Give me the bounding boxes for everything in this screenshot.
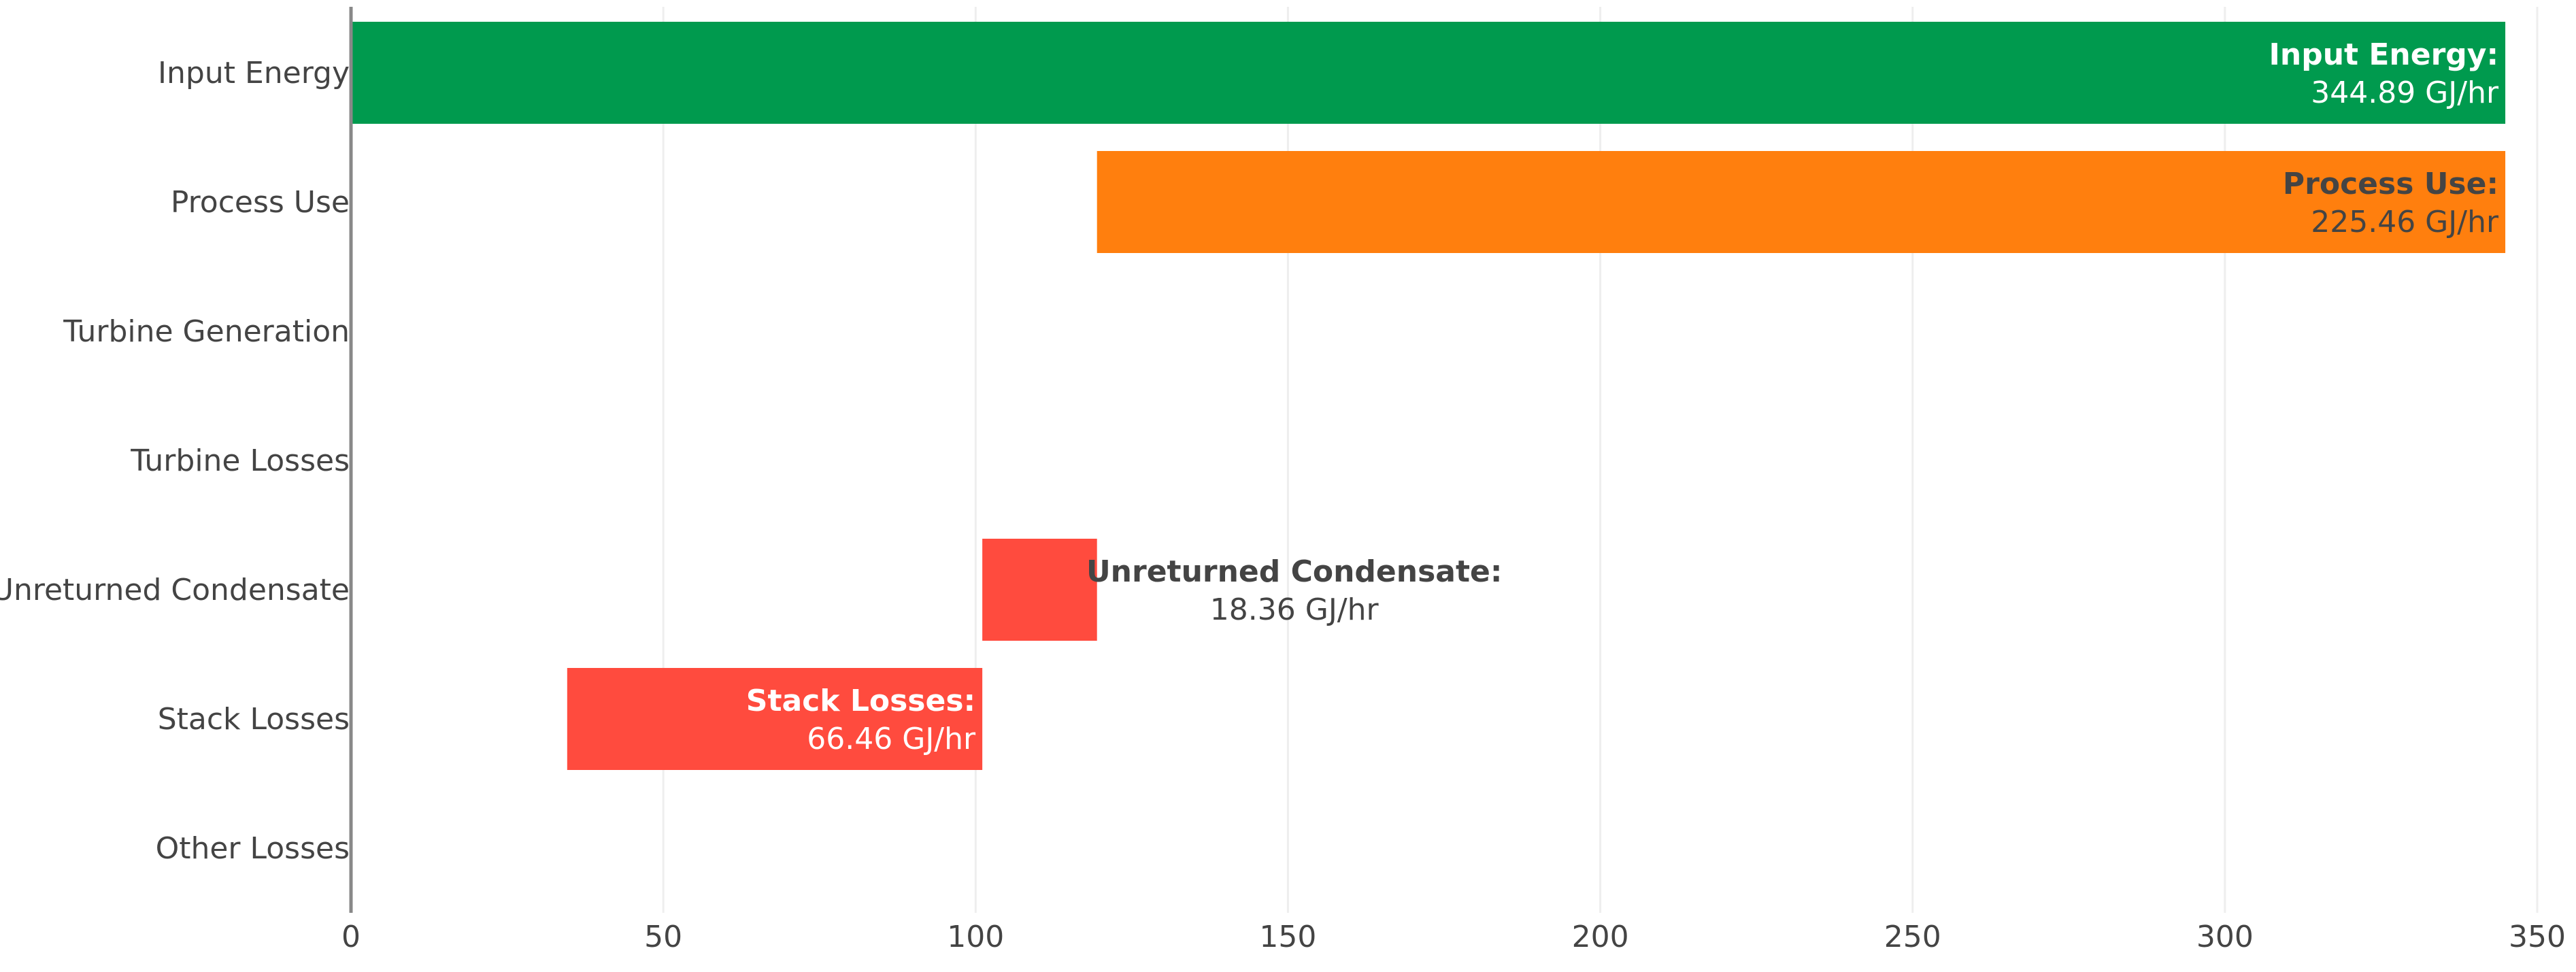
category-label-input-energy: Input Energy — [158, 56, 350, 90]
x-tick-label: 100 — [947, 920, 1004, 954]
category-label-turbine-generation: Turbine Generation — [63, 314, 350, 349]
x-tick-label: 200 — [1572, 920, 1629, 954]
bar-process-use — [1097, 151, 2506, 253]
bar-label-value-process-use: 225.46 GJ/hr — [2311, 205, 2499, 239]
x-tick-label: 150 — [1259, 920, 1316, 954]
bar-label-title-input-energy: Input Energy: — [2269, 37, 2499, 72]
category-label-process-use: Process Use — [171, 185, 350, 220]
bar-label-title-stack-losses: Stack Losses: — [746, 684, 975, 718]
bar-stack-losses — [567, 668, 983, 770]
x-tick-label: 50 — [644, 920, 682, 954]
x-tick-label: 300 — [2196, 920, 2254, 954]
bar-label-title-process-use: Process Use: — [2283, 167, 2498, 201]
x-tick-label: 350 — [2509, 920, 2566, 954]
x-tick-label: 0 — [341, 920, 361, 954]
bar-label-value-stack-losses: 66.46 GJ/hr — [807, 722, 976, 756]
category-label-unreturned-condensate: Unreturned Condensate — [0, 573, 350, 607]
bar-unreturned-condensate — [982, 539, 1097, 641]
bar-label-title-unreturned-condensate: Unreturned Condensate: — [1086, 554, 1503, 589]
category-label-turbine-losses: Turbine Losses — [130, 443, 350, 478]
bar-label-value-input-energy: 344.89 GJ/hr — [2311, 76, 2499, 110]
bar-input-energy — [351, 22, 2506, 124]
bar-label-value-unreturned-condensate: 18.36 GJ/hr — [1210, 592, 1379, 627]
category-label-other-losses: Other Losses — [156, 831, 350, 866]
x-tick-label: 250 — [1884, 920, 1941, 954]
category-label-stack-losses: Stack Losses — [158, 702, 350, 737]
